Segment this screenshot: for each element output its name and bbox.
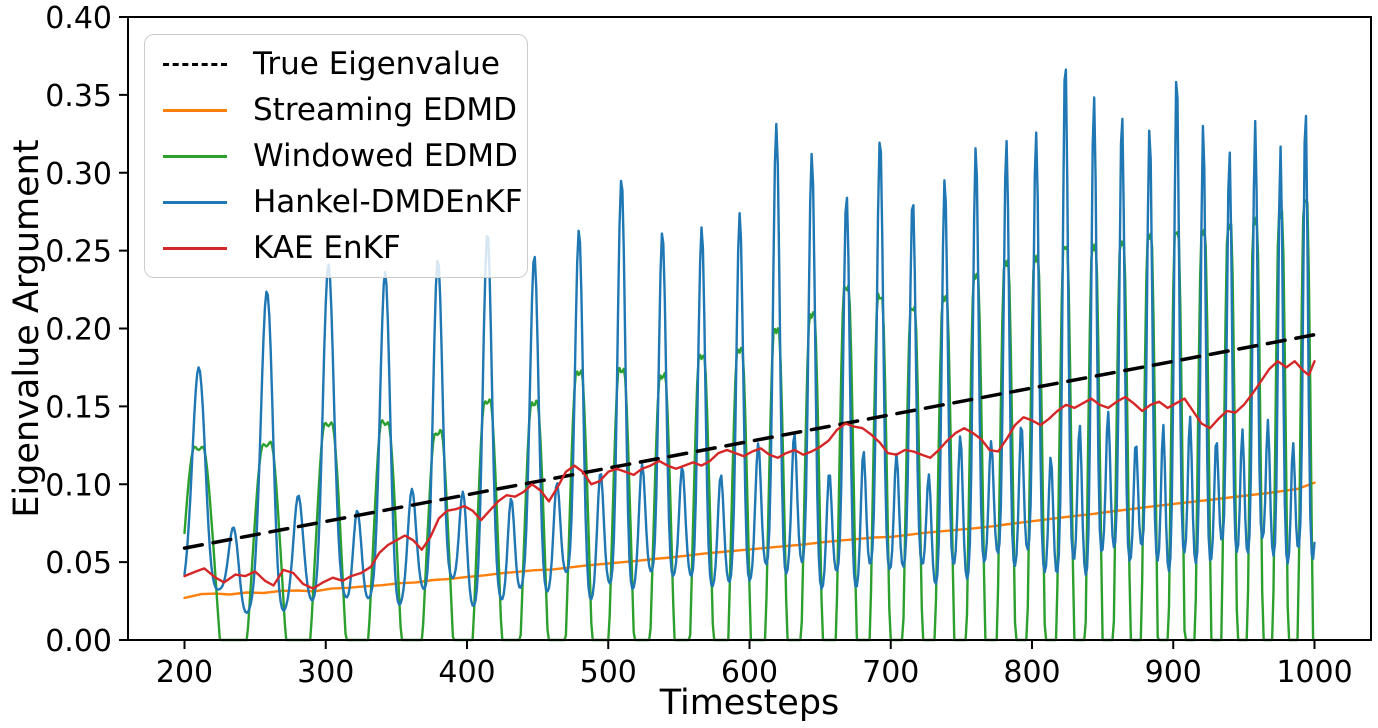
x-tick-label: 200 [156, 655, 213, 690]
y-tick-label: 0.10 [45, 468, 112, 503]
x-tick-label: 800 [1003, 655, 1060, 690]
legend-box: True Eigenvalue Streaming EDMD Windowed … [144, 34, 528, 278]
y-tick-label: 0.30 [45, 157, 112, 192]
x-tick-label: 600 [721, 655, 778, 690]
x-axis-label: Timesteps [659, 683, 840, 723]
legend-line-sample-streaming-edmd [163, 108, 227, 112]
legend-entry-streaming-edmd: Streaming EDMD [163, 91, 527, 128]
legend-line-sample-kae-enkf [163, 246, 227, 250]
y-tick-label: 0.25 [45, 235, 112, 270]
y-tick-label: 0.40 [45, 1, 112, 36]
legend-label-kae-enkf: KAE EnKF [253, 229, 401, 266]
legend-label-streaming-edmd: Streaming EDMD [253, 91, 518, 128]
y-tick-label: 0.05 [45, 546, 112, 581]
y-tick-label: 0.20 [45, 313, 112, 348]
legend-entry-hankel-dmdenkf: Hankel-DMDEnKF [163, 183, 527, 220]
x-tick-label: 900 [1145, 655, 1202, 690]
legend-label-windowed-edmd: Windowed EDMD [253, 137, 518, 174]
y-axis-label: Eigenvalue Argument [7, 139, 47, 517]
legend-label-true-eigenvalue: True Eigenvalue [253, 45, 500, 82]
legend-label-hankel-dmdenkf: Hankel-DMDEnKF [253, 183, 523, 220]
x-tick-label: 300 [297, 655, 354, 690]
x-tick-label: 700 [862, 655, 919, 690]
legend-line-sample-true-eigenvalue [163, 62, 227, 66]
legend-entry-kae-enkf: KAE EnKF [163, 229, 527, 266]
x-tick-label: 1000 [1276, 655, 1352, 690]
x-tick-label: 400 [438, 655, 495, 690]
y-tick-label: 0.15 [45, 390, 112, 425]
series-line-hankel-dmdenkf [183, 68, 1316, 614]
legend-entry-true-eigenvalue: True Eigenvalue [163, 45, 527, 82]
legend-line-sample-hankel-dmdenkf [163, 200, 227, 204]
legend-line-sample-windowed-edmd [163, 154, 227, 158]
y-tick-label: 0.00 [45, 624, 112, 659]
x-tick-label: 500 [580, 655, 637, 690]
legend-entry-windowed-edmd: Windowed EDMD [163, 137, 527, 174]
ticks-group: 200 300 400 500 600 700 800 900 1000 0.00 0.05 0.10… [45, 1, 1352, 690]
series-line-windowed-edmd [183, 198, 1316, 642]
series-line-kae-enkf [183, 360, 1316, 590]
series-line-true-eigenvalue [182, 332, 1317, 550]
curves-group [182, 68, 1317, 642]
y-tick-label: 0.35 [45, 79, 112, 114]
